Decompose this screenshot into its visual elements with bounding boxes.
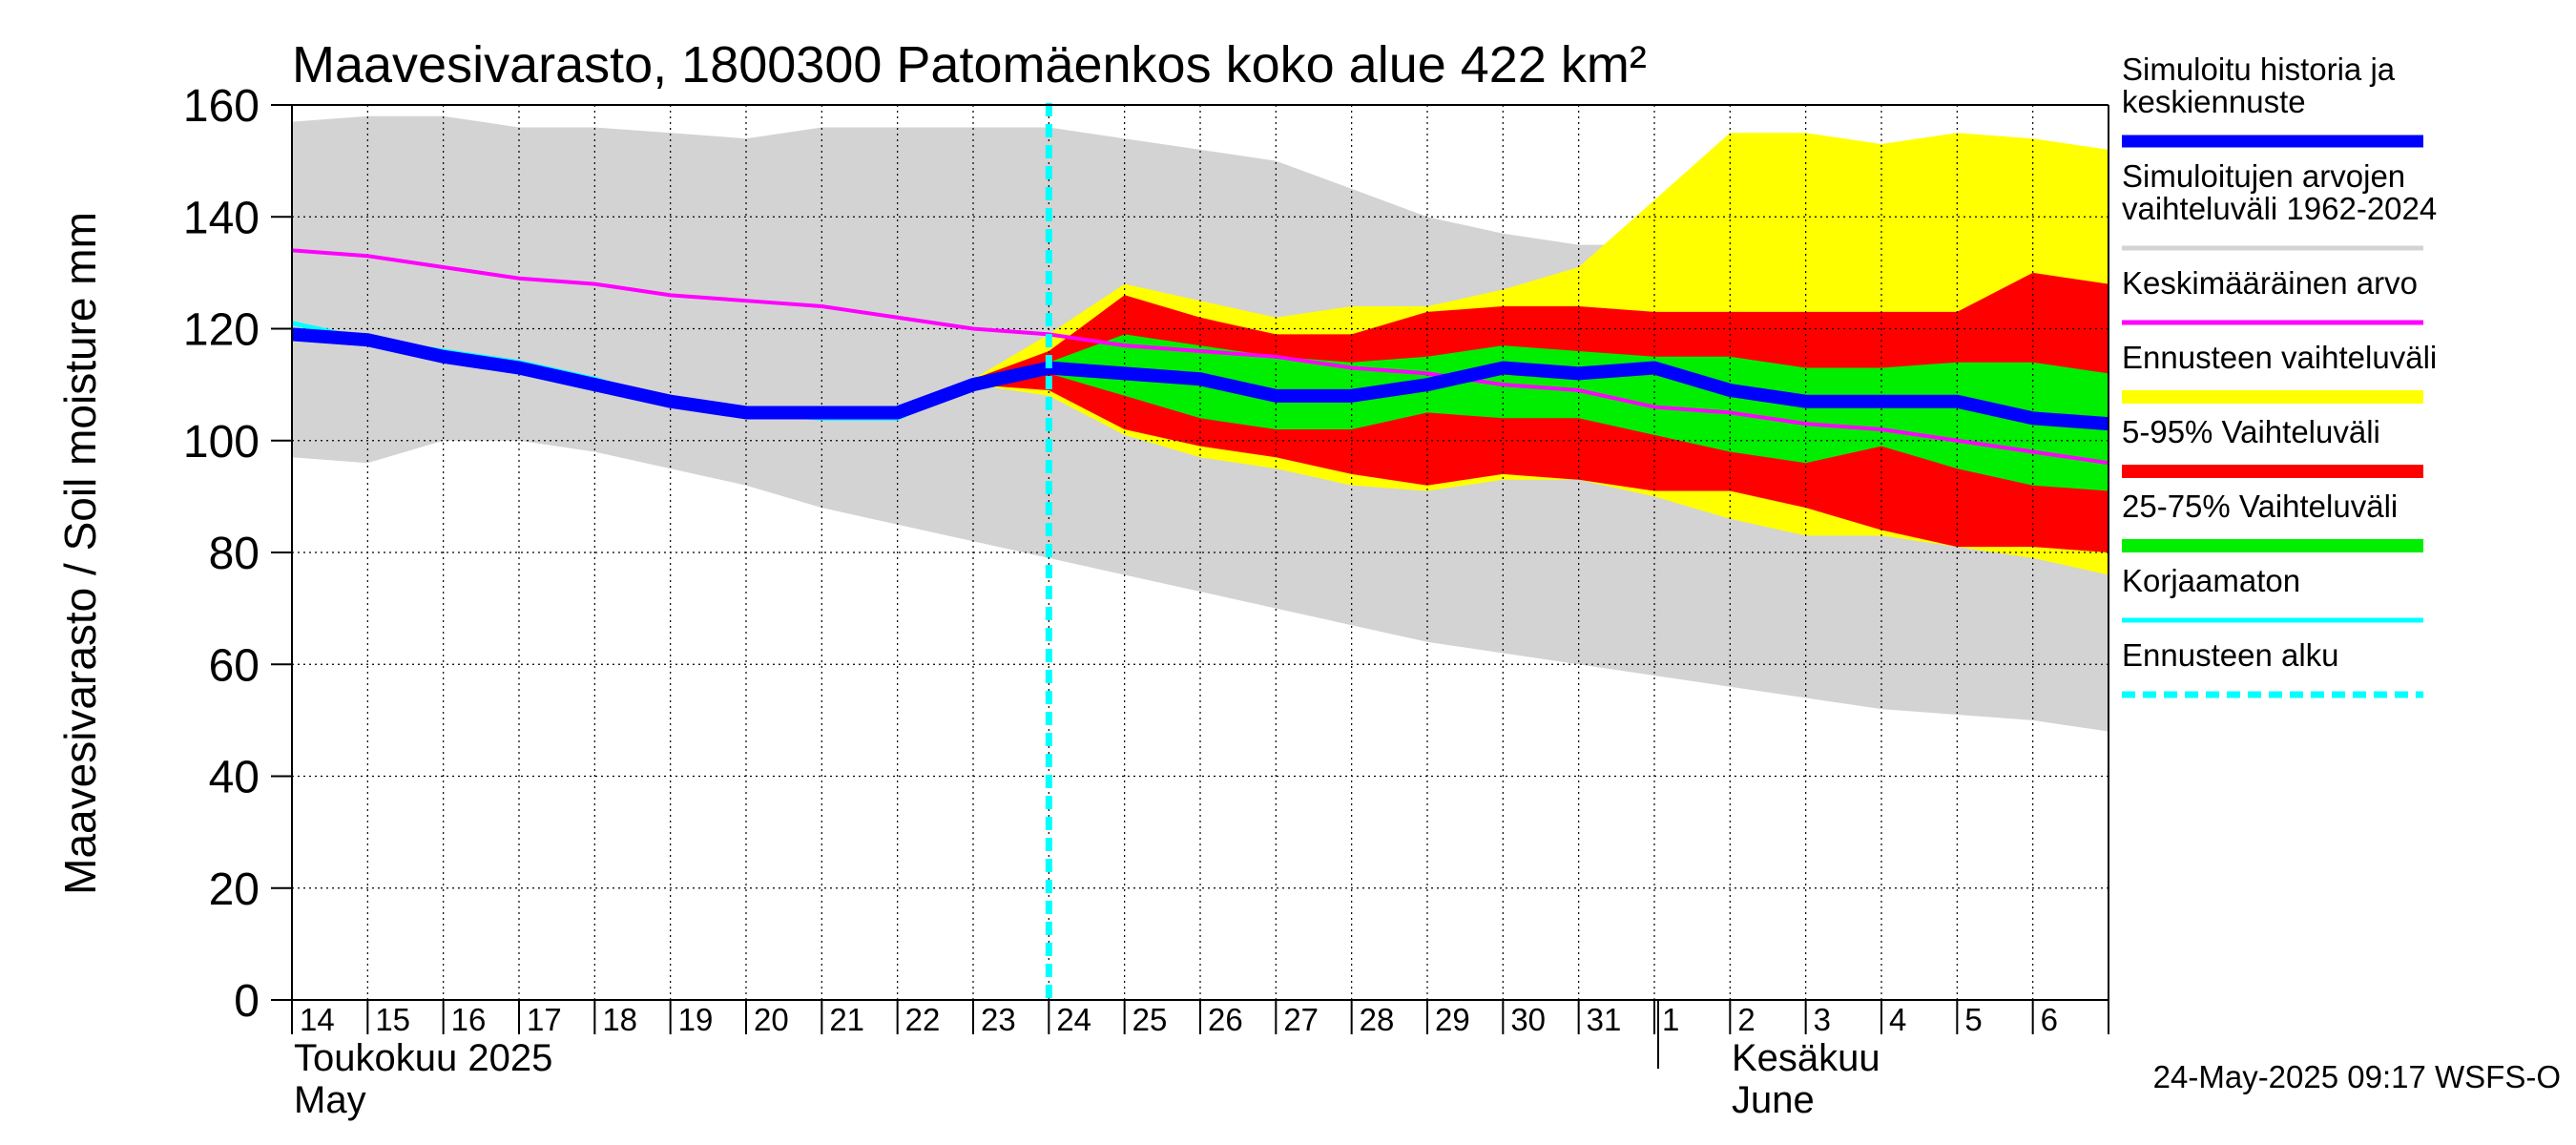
x-day-label: 6	[2041, 1002, 2058, 1037]
x-day-label: 26	[1208, 1002, 1243, 1037]
y-tick-label: 140	[183, 193, 260, 243]
month-label-may-fi: Toukokuu 2025	[294, 1037, 552, 1079]
legend-label: Simuloitu historia ja	[2122, 52, 2396, 87]
mean-value-line	[291, 248, 2109, 466]
band-25-75	[973, 334, 2109, 491]
month-label-may-en: May	[294, 1079, 366, 1121]
x-day-label: 14	[300, 1002, 335, 1037]
x-day-label: 27	[1283, 1002, 1319, 1037]
legend-label: Ennusteen alku	[2122, 637, 2339, 673]
x-day-label: 24	[1056, 1002, 1091, 1037]
legend-label: Simuloitujen arvojen	[2122, 158, 2405, 194]
x-day-label: 30	[1510, 1002, 1546, 1037]
legend-label: 5-95% Vaihteluväli	[2122, 414, 2380, 449]
x-day-label: 1	[1662, 1002, 1679, 1037]
y-tick-label: 120	[183, 305, 260, 356]
legend-label: keskiennuste	[2122, 84, 2306, 119]
x-axis-ticks: 14 15 16 17 18 19 20 21 22 23 24 25 26 27 28 29 30 31 1 2 3 4…	[291, 1000, 2109, 1069]
x-day-label: 29	[1435, 1002, 1470, 1037]
legend-label: Korjaamaton	[2122, 563, 2300, 598]
x-day-label: 22	[905, 1002, 941, 1037]
y-tick-label: 160	[183, 81, 260, 132]
y-tick-label: 40	[209, 753, 260, 803]
x-day-label: 28	[1360, 1002, 1395, 1037]
y-axis-label: Maavesivarasto / Soil moisture mm	[55, 212, 105, 895]
month-label-june-en: June	[1732, 1079, 1815, 1121]
x-day-label: 2	[1737, 1002, 1755, 1037]
x-day-label: 17	[527, 1002, 562, 1037]
range-bands	[292, 115, 2109, 732]
x-day-label: 23	[981, 1002, 1016, 1037]
y-tick-label: 60	[209, 640, 260, 691]
x-day-label: 21	[829, 1002, 864, 1037]
y-axis-ticks: 0 20 40 60 80 100 120 140 160	[183, 81, 292, 1027]
x-day-label: 4	[1889, 1002, 1906, 1037]
legend-label: Ennusteen vaihteluväli	[2122, 340, 2437, 375]
x-day-label: 18	[602, 1002, 637, 1037]
timestamp: 24-May-2025 09:17 WSFS-O	[2153, 1059, 2561, 1094]
x-day-label: 19	[678, 1002, 714, 1037]
legend-label: Keskimääräinen arvo	[2122, 265, 2418, 301]
y-tick-label: 100	[183, 417, 260, 468]
simulated-forecast-line	[291, 327, 2109, 431]
x-day-label: 31	[1587, 1002, 1622, 1037]
x-day-label: 20	[754, 1002, 789, 1037]
x-day-label: 15	[375, 1002, 410, 1037]
legend-label: vaihteluväli 1962-2024	[2122, 191, 2437, 226]
y-tick-label: 20	[209, 864, 260, 915]
x-day-label: 5	[1964, 1002, 1982, 1037]
chart-title: Maavesivarasto, 1800300 Patomäenkos koko…	[292, 36, 1647, 94]
x-day-label: 16	[451, 1002, 487, 1037]
y-tick-label: 80	[209, 529, 260, 579]
y-tick-label: 0	[234, 976, 260, 1027]
series-lines	[291, 103, 2109, 1000]
month-label-june-fi: Kesäkuu	[1732, 1037, 1880, 1079]
legend-label: 25-75% Vaihteluväli	[2122, 489, 2398, 524]
x-day-label: 3	[1814, 1002, 1831, 1037]
x-day-label: 25	[1132, 1002, 1168, 1037]
